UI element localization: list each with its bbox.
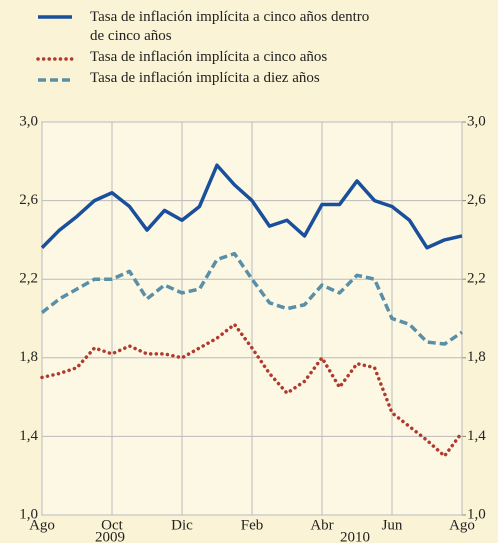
x-tick-label: Feb xyxy=(241,517,264,533)
y2-tick-label: 1,0 xyxy=(467,506,486,522)
series-line xyxy=(40,163,463,250)
y-tick-label: 2,2 xyxy=(19,271,38,287)
x-tick-label: Dic xyxy=(171,517,193,533)
y2-tick-label: 2,6 xyxy=(467,192,486,208)
legend: Tasa de inflación implícita a cinco años… xyxy=(90,8,380,90)
x-tick-label: Jun xyxy=(382,517,403,533)
x-tick-label: Ago xyxy=(449,517,475,533)
legend-label: Tasa de inflación implícita a diez años xyxy=(90,70,320,86)
y2-tick-label: 2,2 xyxy=(467,271,486,287)
y-tick-label: 1,0 xyxy=(19,506,38,522)
year-label: 2009 xyxy=(95,529,125,543)
legend-label: Tasa de inflación implícita a cinco años… xyxy=(90,9,370,44)
y2-tick-label: 1,4 xyxy=(467,428,486,444)
x-tick-label: Oct xyxy=(101,517,123,533)
legend-label: Tasa de inflación implícita a cinco años xyxy=(90,49,328,65)
y2-tick-label: 3,0 xyxy=(467,113,486,129)
y-tick-label: 1,8 xyxy=(19,349,38,365)
x-tick-label: Ago xyxy=(29,517,55,533)
series-line xyxy=(40,251,463,346)
y-tick-label: 3,0 xyxy=(19,113,38,129)
y-tick-label: 2,6 xyxy=(19,192,38,208)
y-tick-label: 1,4 xyxy=(19,428,38,444)
y2-tick-label: 1,8 xyxy=(467,349,486,365)
x-tick-label: Abr xyxy=(310,517,333,533)
series-line xyxy=(40,322,464,458)
year-label: 2010 xyxy=(340,529,370,543)
